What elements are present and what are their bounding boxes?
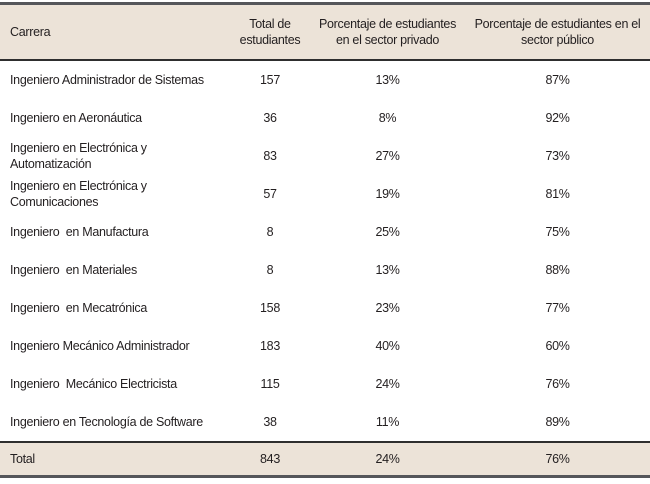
cell-carrera: Ingeniero en Electrónica y Automatizació… bbox=[0, 137, 230, 175]
header-row: Carrera Total de estudiantes Porcentaje … bbox=[0, 3, 650, 61]
cell-publico: 88% bbox=[465, 251, 650, 289]
cell-total-privado: 24% bbox=[310, 441, 465, 477]
cell-total: 36 bbox=[230, 99, 310, 137]
cell-carrera: Ingeniero Administrador de Sistemas bbox=[0, 60, 230, 99]
cell-privado: 13% bbox=[310, 251, 465, 289]
table-row: Ingeniero en Electrónica y Comunicacione… bbox=[0, 175, 650, 213]
cell-carrera: Ingeniero en Tecnología de Software bbox=[0, 403, 230, 442]
cell-publico: 77% bbox=[465, 289, 650, 327]
cell-privado: 25% bbox=[310, 213, 465, 251]
table-row: Ingeniero Mecánico Administrador 183 40%… bbox=[0, 327, 650, 365]
table-row: Ingeniero en Electrónica y Automatizació… bbox=[0, 137, 650, 175]
cell-carrera: Ingeniero en Aeronáutica bbox=[0, 99, 230, 137]
table-row: Ingeniero en Mecatrónica 158 23% 77% bbox=[0, 289, 650, 327]
cell-total: 8 bbox=[230, 251, 310, 289]
cell-publico: 87% bbox=[465, 60, 650, 99]
table-row: Ingeniero en Materiales 8 13% 88% bbox=[0, 251, 650, 289]
column-header-total-estudiantes: Total de estudiantes bbox=[230, 3, 310, 61]
cell-carrera: Ingeniero Mecánico Administrador bbox=[0, 327, 230, 365]
cell-total: 183 bbox=[230, 327, 310, 365]
cell-privado: 40% bbox=[310, 327, 465, 365]
table-row: Ingeniero en Manufactura 8 25% 75% bbox=[0, 213, 650, 251]
cell-total: 115 bbox=[230, 365, 310, 403]
cell-privado: 27% bbox=[310, 137, 465, 175]
column-header-carrera: Carrera bbox=[0, 3, 230, 61]
table-row: Ingeniero en Aeronáutica 36 8% 92% bbox=[0, 99, 650, 137]
cell-total-publico: 76% bbox=[465, 441, 650, 477]
cell-publico: 89% bbox=[465, 403, 650, 442]
cell-carrera: Ingeniero en Mecatrónica bbox=[0, 289, 230, 327]
cell-privado: 24% bbox=[310, 365, 465, 403]
cell-carrera: Ingeniero en Electrónica y Comunicacione… bbox=[0, 175, 230, 213]
cell-carrera: Ingeniero en Materiales bbox=[0, 251, 230, 289]
total-row: Total 843 24% 76% bbox=[0, 441, 650, 477]
column-header-sector-privado: Porcentaje de estudiantes en el sector p… bbox=[310, 3, 465, 61]
cell-publico: 92% bbox=[465, 99, 650, 137]
cell-total: 8 bbox=[230, 213, 310, 251]
cell-total: 157 bbox=[230, 60, 310, 99]
cell-total: 38 bbox=[230, 403, 310, 442]
cell-publico: 60% bbox=[465, 327, 650, 365]
cell-total: 57 bbox=[230, 175, 310, 213]
cell-privado: 8% bbox=[310, 99, 465, 137]
cell-carrera: Ingeniero en Manufactura bbox=[0, 213, 230, 251]
column-header-sector-publico: Porcentaje de estudiantes en el sector p… bbox=[465, 3, 650, 61]
table-row: Ingeniero Mecánico Electricista 115 24% … bbox=[0, 365, 650, 403]
table-row: Ingeniero Administrador de Sistemas 157 … bbox=[0, 60, 650, 99]
cell-publico: 75% bbox=[465, 213, 650, 251]
cell-privado: 23% bbox=[310, 289, 465, 327]
cell-total-estudiantes: 843 bbox=[230, 441, 310, 477]
table-row: Ingeniero en Tecnología de Software 38 1… bbox=[0, 403, 650, 442]
cell-privado: 13% bbox=[310, 60, 465, 99]
cell-privado: 11% bbox=[310, 403, 465, 442]
cell-total-label: Total bbox=[0, 441, 230, 477]
cell-privado: 19% bbox=[310, 175, 465, 213]
cell-total: 83 bbox=[230, 137, 310, 175]
cell-total: 158 bbox=[230, 289, 310, 327]
cell-carrera: Ingeniero Mecánico Electricista bbox=[0, 365, 230, 403]
cell-publico: 81% bbox=[465, 175, 650, 213]
cell-publico: 76% bbox=[465, 365, 650, 403]
cell-publico: 73% bbox=[465, 137, 650, 175]
